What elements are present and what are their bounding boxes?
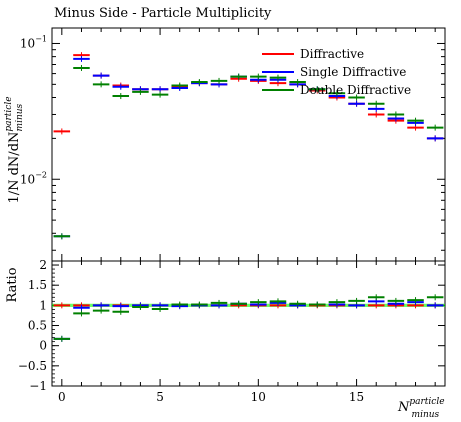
- main-panel: 10−110−2: [20, 27, 446, 262]
- ratio-panel: −1 −0.5 0 0.5 1 1.5 2: [18, 258, 446, 393]
- y-axis-label: 1/N dN/dNparticleminus: [4, 96, 25, 203]
- legend-label-diffractive: Diffractive: [300, 47, 364, 61]
- y-tick-label-base: 10: [20, 172, 35, 186]
- ratio-data-series: [52, 294, 445, 342]
- y-axis-label-sub: minus: [15, 103, 25, 131]
- chart-title: Minus Side - Particle Multiplicity: [54, 6, 272, 21]
- ratio-y-tick-label: 0.5: [28, 319, 47, 333]
- y-axis-label-main: 1/N dN/dN: [7, 132, 22, 204]
- x-axis-label: Nparticle minus: [397, 397, 445, 420]
- y-axis-label-sup: particle: [4, 96, 14, 131]
- main-axis-ticks: 10−110−2: [20, 28, 445, 261]
- x-tick-label: 10: [251, 390, 266, 404]
- legend: Diffractive Single Diffractive Double Di…: [262, 47, 411, 97]
- ratio-y-tick-label: −1: [29, 379, 47, 393]
- x-tick-label: 5: [156, 390, 164, 404]
- ratio-y-tick-label: 1.5: [28, 278, 47, 292]
- y-tick-label: 10−1: [20, 34, 47, 50]
- ratio-reference-band: [52, 303, 445, 307]
- y-tick-label-exponent: −2: [35, 170, 47, 179]
- x-axis-label-main: N: [397, 400, 410, 415]
- ratio-y-tick-label: 1: [39, 298, 47, 312]
- legend-label-double-diffractive: Double Diffractive: [300, 83, 411, 97]
- ratio-axis-ticks: −1 −0.5 0 0.5 1 1.5 2: [18, 258, 445, 393]
- x-tick-label: 15: [349, 390, 364, 404]
- ratio-y-tick-label: 2: [39, 258, 47, 272]
- main-data-series: [53, 52, 444, 240]
- x-axis-label-sup: particle: [409, 397, 444, 407]
- main-plot-frame: [51, 27, 446, 262]
- ratio-plot-frame: [51, 260, 446, 387]
- y-tick-label-exponent: −1: [35, 34, 47, 43]
- y-tick-label: 10−2: [20, 170, 47, 186]
- ratio-y-tick-label: −0.5: [18, 359, 47, 373]
- ratio-y-axis-label: Ratio: [5, 267, 20, 302]
- legend-label-single-diffractive: Single Diffractive: [300, 65, 406, 79]
- x-tick-label: 0: [58, 390, 66, 404]
- x-tick-labels: 0 5 10 15: [58, 390, 364, 404]
- y-tick-label-base: 10: [20, 36, 35, 50]
- ratio-y-tick-label: 0: [39, 339, 47, 353]
- x-axis-label-sub: minus: [412, 410, 440, 420]
